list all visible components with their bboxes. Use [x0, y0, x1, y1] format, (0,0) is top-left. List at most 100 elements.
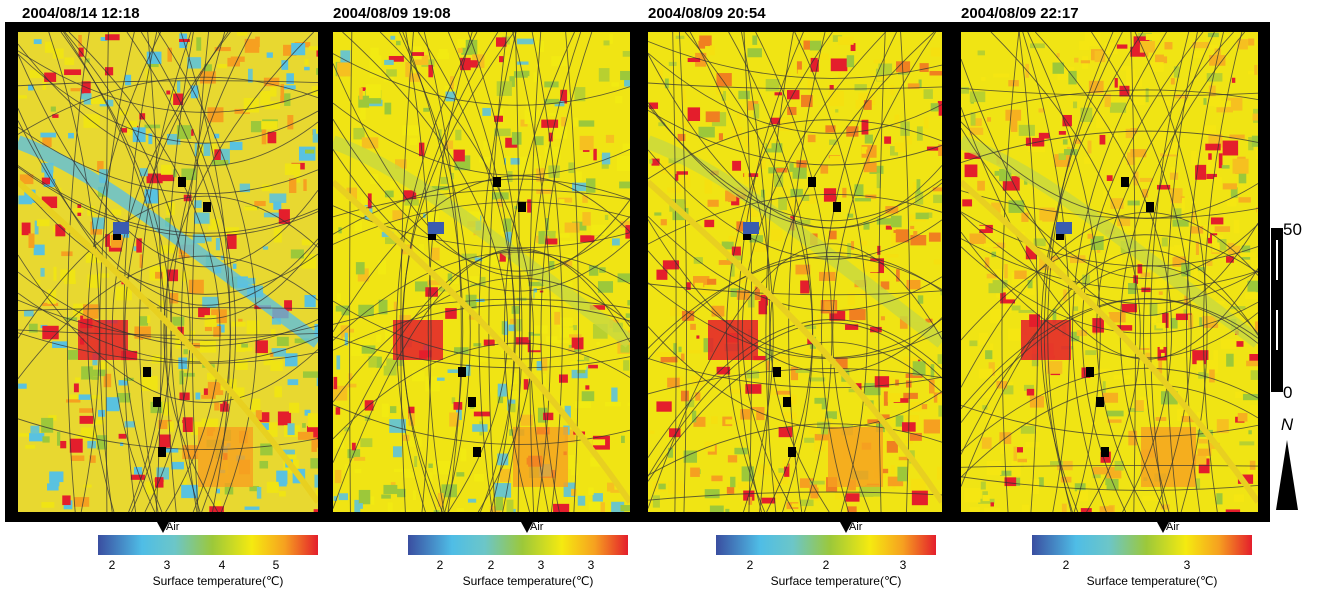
map-patch	[482, 108, 491, 116]
map-patch	[1073, 306, 1078, 311]
map-patch	[396, 41, 401, 45]
map-patch	[1133, 91, 1145, 106]
dark-spot	[493, 177, 501, 187]
map-patch	[141, 376, 158, 391]
map-patch	[907, 280, 921, 289]
map-patch	[706, 111, 720, 122]
map-patch	[605, 402, 621, 406]
map-patch	[388, 502, 393, 511]
map-patch	[912, 491, 928, 506]
map-patch	[783, 412, 796, 418]
map-patch	[304, 59, 308, 65]
map-patch	[286, 73, 294, 84]
map-patch	[168, 421, 174, 431]
map-patch	[746, 371, 759, 379]
map-patch	[704, 220, 714, 227]
map-patch	[334, 377, 338, 389]
map-patch	[370, 65, 382, 77]
map-patch	[985, 350, 992, 359]
dark-spot	[833, 202, 841, 212]
map-patch	[897, 467, 907, 482]
map-patch	[559, 374, 568, 382]
map-patch	[1126, 69, 1135, 84]
map-patch	[725, 419, 741, 424]
map-patch	[913, 231, 917, 236]
map-patch	[538, 231, 544, 244]
map-patch	[989, 283, 1004, 293]
map-patch	[335, 470, 342, 483]
colorbar	[1032, 535, 1252, 555]
map-patch	[274, 386, 282, 397]
map-patch	[534, 72, 537, 82]
map-patch	[1095, 51, 1106, 62]
map-patch	[987, 117, 991, 121]
map-patch	[268, 132, 277, 143]
map-patch	[916, 213, 929, 220]
figure: 50 0 N 2004/08/14 12:182345Surface tempe…	[0, 0, 1322, 593]
air-label: Air	[1166, 521, 1180, 533]
hot-area	[1021, 320, 1071, 360]
map-patch	[503, 218, 511, 231]
map-patch	[177, 80, 180, 92]
warm-area	[828, 427, 883, 487]
map-patch	[1085, 32, 1101, 46]
map-patch	[838, 36, 854, 44]
map-patch	[593, 493, 603, 502]
map-patch	[37, 219, 50, 226]
map-patch	[824, 188, 836, 201]
map-patch	[1221, 339, 1237, 349]
map-patch	[849, 309, 865, 320]
map-patch	[621, 436, 625, 443]
map-patch	[1039, 133, 1050, 139]
map-patch	[356, 262, 365, 274]
map-patch	[1011, 305, 1020, 310]
map-patch	[112, 210, 121, 216]
map-patch	[211, 219, 219, 227]
page: {"panels": [ {"title": "2004/08/14 12:18…	[0, 0, 1322, 593]
map-patch	[144, 125, 160, 129]
map-patch	[508, 391, 517, 399]
map-patch	[585, 385, 589, 389]
map-patch	[864, 100, 872, 110]
map-patch	[929, 233, 941, 242]
map-patch	[1013, 447, 1017, 462]
colorbar-label: Surface temperature(℃)	[463, 574, 594, 588]
map-patch	[1107, 479, 1119, 490]
map-patch	[1074, 58, 1078, 63]
map-patch	[699, 36, 711, 47]
colorbar-tick-label: 2	[488, 558, 495, 572]
map-patch	[29, 233, 35, 247]
map-patch	[205, 315, 217, 327]
map-patch	[690, 324, 696, 330]
map-patch	[882, 469, 888, 473]
map-patch	[468, 499, 476, 503]
map-patch	[189, 280, 204, 294]
map-patch	[260, 461, 269, 469]
dark-spot	[518, 202, 526, 212]
map-patch	[1107, 175, 1113, 181]
map-patch	[775, 92, 783, 95]
map-patch	[378, 260, 386, 274]
map-patch	[738, 91, 749, 99]
map-patch	[1250, 405, 1258, 420]
north-label: N	[1281, 415, 1294, 434]
map-patch	[656, 270, 667, 280]
map-patch	[1160, 344, 1164, 350]
map-patch	[886, 254, 899, 257]
map-patch	[1182, 198, 1185, 211]
colorbar	[98, 535, 318, 555]
map-patch	[573, 117, 579, 126]
map-patch	[437, 378, 445, 381]
map-patch	[864, 163, 877, 173]
colorbar-tick-label: 3	[538, 558, 545, 572]
map-patch	[394, 469, 411, 472]
map-patch	[432, 248, 440, 261]
thermal-map	[648, 32, 958, 519]
map-patch	[1211, 217, 1223, 224]
map-patch	[267, 52, 273, 57]
map-patch	[708, 200, 719, 207]
map-patch	[964, 488, 980, 503]
map-patch	[978, 51, 985, 56]
map-patch	[25, 445, 35, 449]
map-patch	[1141, 288, 1150, 292]
